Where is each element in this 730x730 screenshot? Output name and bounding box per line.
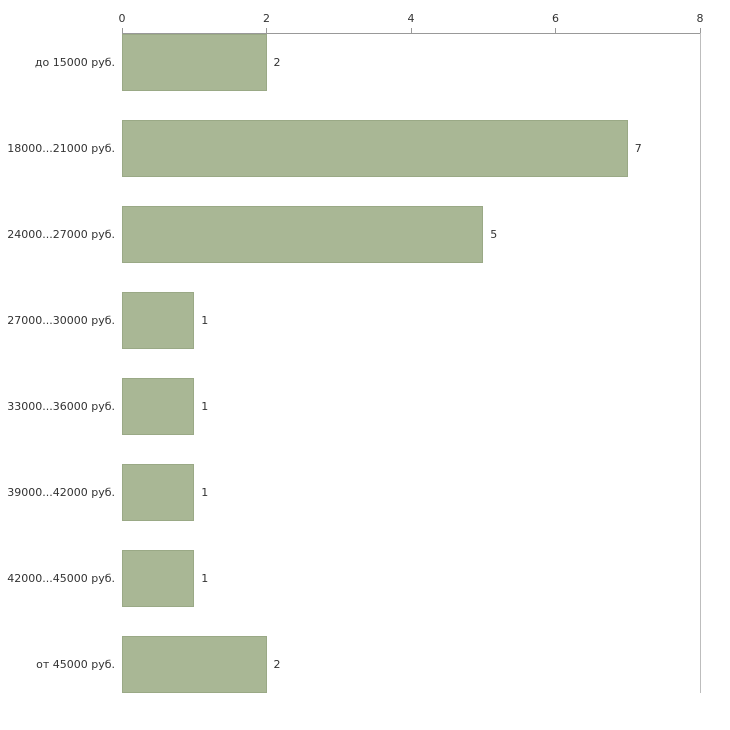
bar xyxy=(122,550,195,607)
value-label: 7 xyxy=(634,142,642,155)
x-axis-tick-label: 4 xyxy=(407,12,415,25)
bar-track: 2 xyxy=(122,34,700,91)
bar xyxy=(122,120,628,177)
category-label: 24000...27000 руб. xyxy=(7,228,115,241)
bar-row: от 45000 руб. 2 xyxy=(0,636,700,722)
x-axis-tick xyxy=(410,28,412,34)
plot-right-border xyxy=(700,33,701,693)
bar xyxy=(122,636,267,693)
x-axis-tick xyxy=(266,28,267,34)
bar xyxy=(122,292,195,349)
bar-track: 5 xyxy=(122,206,700,263)
x-axis-tick xyxy=(555,28,556,34)
value-label: 2 xyxy=(273,658,281,671)
category-label: от 45000 руб. xyxy=(36,658,115,671)
bar-row: 18000...21000 руб. 7 xyxy=(0,120,700,206)
category-label: до 15000 руб. xyxy=(34,56,115,69)
x-axis-tick-label: 8 xyxy=(696,12,704,25)
bar xyxy=(122,464,195,521)
x-axis: 0 2 4 6 8 xyxy=(119,12,704,34)
bar-row: 24000...27000 руб. 5 xyxy=(0,206,700,292)
bar-track: 2 xyxy=(122,636,700,693)
value-label: 1 xyxy=(201,314,209,327)
value-label: 1 xyxy=(201,572,209,585)
value-label: 2 xyxy=(273,56,281,69)
bar-track: 1 xyxy=(122,464,700,521)
x-axis-tick-label: 2 xyxy=(263,12,270,25)
bar-track: 1 xyxy=(122,378,700,435)
bar-row: 39000...42000 руб. 1 xyxy=(0,464,700,550)
bar-track: 7 xyxy=(122,120,700,177)
value-label: 1 xyxy=(201,400,209,413)
x-axis-tick xyxy=(699,28,701,34)
bar-track: 1 xyxy=(122,550,700,607)
bar-row: 27000...30000 руб. 1 xyxy=(0,292,700,378)
category-label: 39000...42000 руб. xyxy=(7,486,115,499)
bar-row: 33000...36000 руб. 1 xyxy=(0,378,700,464)
category-label: 42000...45000 руб. xyxy=(7,572,115,585)
x-axis-tick-label: 0 xyxy=(118,12,126,25)
bar-track: 1 xyxy=(122,292,700,349)
bar xyxy=(122,378,195,435)
bar-row: до 15000 руб. 2 xyxy=(0,34,700,120)
bar-row: 42000...45000 руб. 1 xyxy=(0,550,700,636)
x-axis-tick xyxy=(121,28,123,34)
category-label: 33000...36000 руб. xyxy=(7,400,115,413)
bar-rows: до 15000 руб. 2 18000...21000 руб. 7 24000..… xyxy=(0,34,700,722)
bar xyxy=(122,34,267,91)
x-axis-tick-label: 6 xyxy=(552,12,559,25)
value-label: 1 xyxy=(201,486,209,499)
value-label: 5 xyxy=(490,228,498,241)
category-label: 27000...30000 руб. xyxy=(7,314,115,327)
category-label: 18000...21000 руб. xyxy=(7,142,115,155)
bar xyxy=(122,206,484,263)
